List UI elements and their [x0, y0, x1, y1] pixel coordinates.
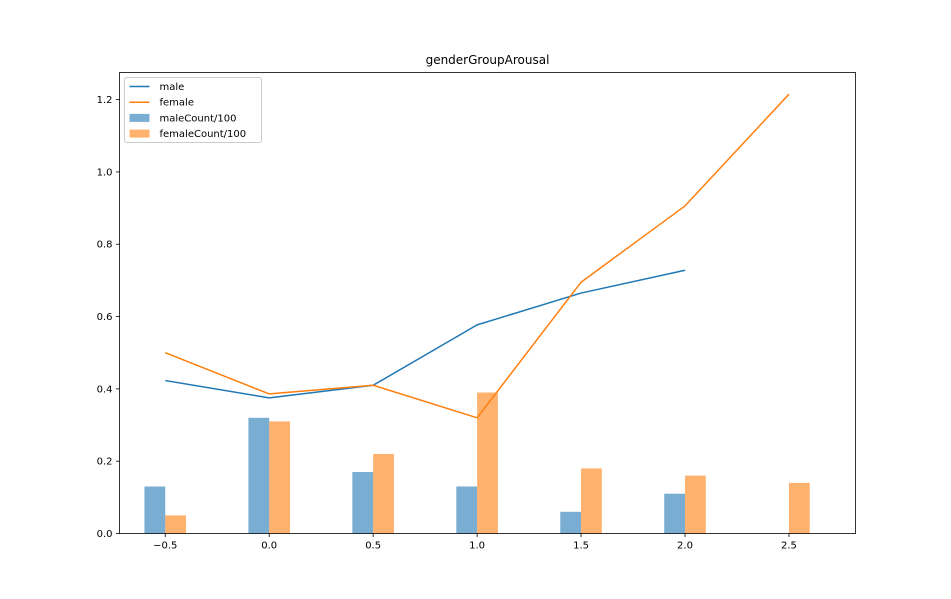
x-tick-label: −0.5 — [153, 541, 177, 552]
x-tick-label: 0.5 — [365, 541, 381, 552]
x-tick-label: 1.5 — [573, 541, 589, 552]
y-tick-label: 0.2 — [97, 457, 113, 468]
bars-layer — [144, 392, 810, 534]
y-tick-label: 0.8 — [97, 240, 113, 251]
legend-label-male: male — [160, 82, 185, 93]
legend-label-malecount-100: maleCount/100 — [160, 113, 237, 124]
x-tick-label: 2.5 — [781, 541, 797, 552]
bar-femalecount-100-2 — [373, 453, 394, 534]
bar-femalecount-100-1 — [269, 421, 290, 534]
y-tick-label: 1.0 — [97, 167, 113, 178]
y-tick-label: 0.4 — [97, 384, 113, 395]
bar-femalecount-100-5 — [685, 475, 706, 534]
bar-malecount-100-4 — [560, 511, 582, 534]
bar-malecount-100-0 — [144, 486, 166, 534]
legend-swatch-femalecount-100 — [129, 129, 150, 138]
legend-label-femalecount-100: femaleCount/100 — [160, 129, 247, 140]
chart-title: genderGroupArousal — [426, 53, 550, 67]
legend: male female maleCount/100 femaleCount/100 — [124, 77, 262, 143]
y-tick-label: 1.2 — [97, 95, 113, 106]
legend-label-female: female — [160, 98, 194, 109]
line-female — [164, 93, 790, 419]
bar-malecount-100-3 — [456, 486, 478, 534]
legend-swatch-malecount-100 — [129, 113, 150, 122]
bar-malecount-100-2 — [352, 472, 374, 534]
plot-area-frame — [119, 72, 856, 534]
bar-femalecount-100-4 — [581, 468, 602, 534]
bar-femalecount-100-6 — [788, 482, 810, 534]
legend-box — [124, 77, 262, 143]
y-axis: 0.0 0.2 0.4 0.6 0.8 1.0 1.2 — [97, 95, 120, 540]
x-tick-label: 1.0 — [469, 541, 485, 552]
y-tick-label: 0.0 — [97, 529, 113, 540]
x-tick-label: 0.0 — [261, 541, 277, 552]
bar-malecount-100-1 — [248, 417, 270, 534]
bar-femalecount-100-3 — [477, 392, 498, 534]
line-male — [165, 269, 686, 399]
x-tick-label: 2.0 — [677, 541, 693, 552]
y-tick-label: 0.6 — [97, 312, 113, 323]
lines-layer — [164, 93, 790, 419]
x-axis: −0.5 0.0 0.5 1.0 1.5 2.0 2.5 — [153, 533, 797, 552]
bar-malecount-100-5 — [664, 493, 686, 534]
bar-femalecount-100-0 — [165, 515, 187, 534]
